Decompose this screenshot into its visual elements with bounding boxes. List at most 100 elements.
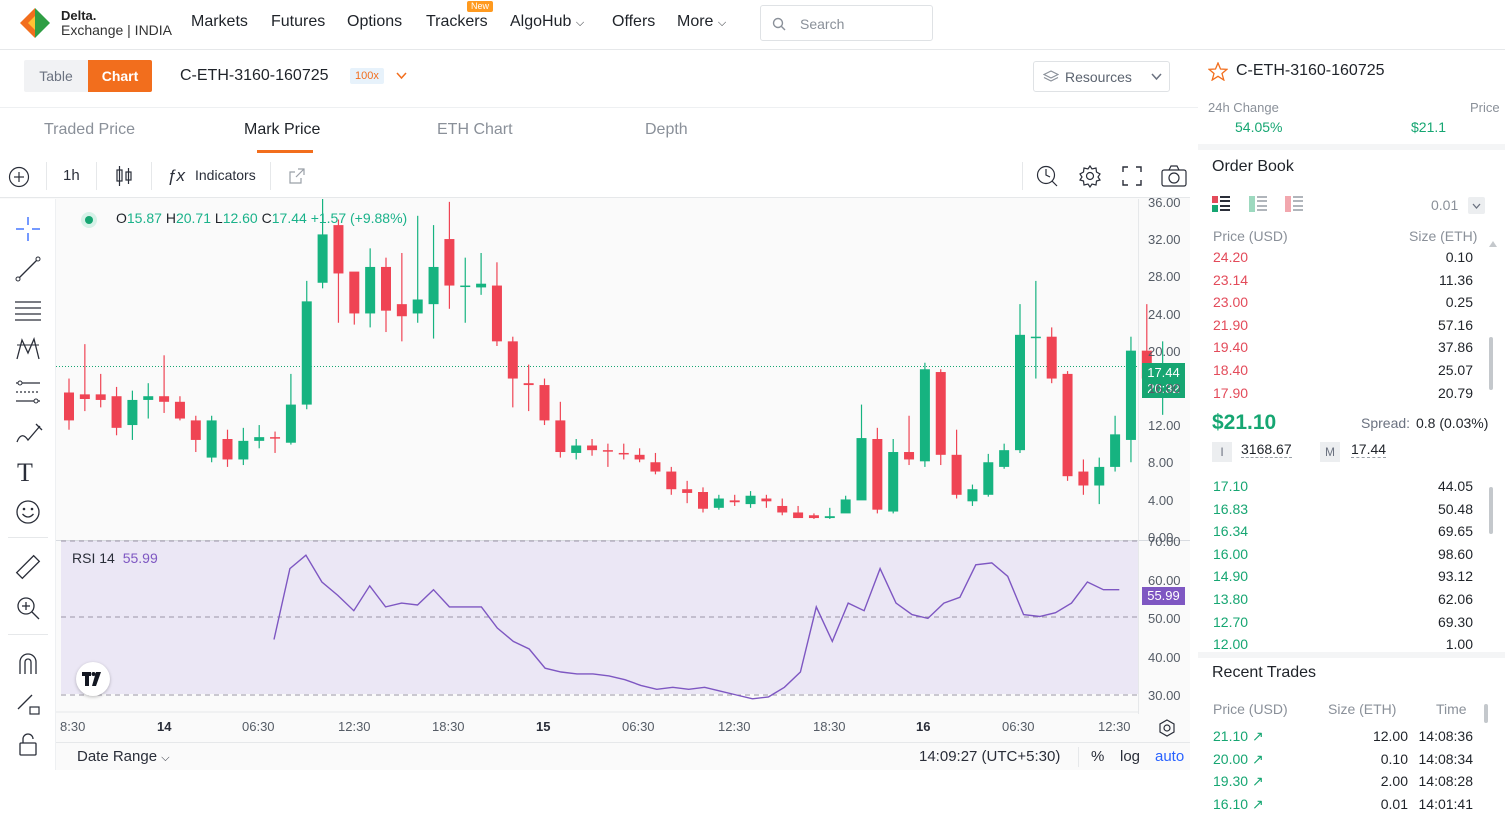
candle [1110,434,1121,467]
bid-price: 16.00 [1213,545,1249,562]
candle [301,301,312,405]
alert-clock-icon[interactable] [1035,164,1059,188]
ask-price: 17.90 [1213,384,1249,401]
axis-settings-icon[interactable] [1158,719,1176,737]
auto-scale-toggle[interactable]: auto [1155,748,1185,765]
lock-icon[interactable] [14,731,42,759]
popout-icon[interactable] [289,168,305,184]
add-symbol-icon[interactable] [8,166,30,188]
candle [381,266,391,311]
ask-size: 20.79 [1437,384,1473,401]
rsi-line [273,554,1120,700]
percent-scale-toggle[interactable]: % [1091,748,1105,765]
delta-logo-icon[interactable] [18,6,52,40]
tab-depth[interactable]: Depth [645,121,688,138]
ohlc-legend: O15.87 H20.71 L12.60 C17.44 +1.57 (+9.88… [116,210,408,226]
zoom-in-icon[interactable] [14,594,42,622]
candle [777,505,788,513]
nav-more[interactable]: More ⌵ [677,13,726,31]
chart-view-button[interactable]: Chart [88,60,152,92]
interval-button[interactable]: 1h [63,167,80,184]
symbol-selector[interactable]: C-ETH-3160-160725 [180,67,329,84]
mark-price-badge: M [1320,442,1340,462]
tick-size-dropdown[interactable] [1468,197,1485,214]
trade-price: 19.30 ↗ [1213,773,1264,790]
nav-options[interactable]: Options [347,13,403,30]
nav-trackers[interactable]: Trackers [426,13,488,30]
candle [349,271,360,314]
rsi-label: RSI 14 [72,550,115,566]
log-scale-toggle[interactable]: log [1120,748,1141,765]
candle-countdown: 20:32 [1147,381,1180,396]
time-axis-tick: 15 [536,719,551,734]
resources-dropdown[interactable]: Resources [1033,61,1170,92]
forecast-icon[interactable] [14,378,42,406]
price-pane[interactable] [56,199,1138,540]
time-axis-tick: 06:30 [242,719,275,734]
price-chart[interactable] [56,199,1190,714]
draw-lock-icon[interactable] [14,689,42,717]
candle [127,399,138,426]
nav-futures[interactable]: Futures [271,13,326,30]
chart-clock[interactable]: 14:09:27 (UTC+5:30) [919,748,1061,765]
candle [1062,373,1073,477]
camera-icon[interactable] [1161,165,1187,187]
tab-traded-price[interactable]: Traded Price [44,121,135,138]
bid-size: 98.60 [1437,545,1473,562]
date-range-label: Date Range [77,748,158,765]
indicators-button[interactable]: Indicators [195,167,256,183]
divider [1078,747,1079,767]
tab-mark-price[interactable]: Mark Price [244,121,321,138]
trades-scrollbar[interactable] [1484,704,1488,723]
arrow-up-right-icon: ↗ [1251,728,1264,744]
date-range-button[interactable]: Date Range ⌵ [77,748,170,765]
ask-size: 0.10 [1445,249,1473,265]
orderbook-bids-icon[interactable] [1249,196,1267,212]
tick-size-selector[interactable]: 0.01 [1431,197,1459,213]
time-axis-tick: 8:30 [60,719,86,734]
text-tool-icon[interactable]: T [17,458,33,487]
table-view-button[interactable]: Table [24,60,88,92]
candle [951,454,962,495]
divider [8,634,48,635]
pattern-icon[interactable] [14,335,42,363]
orderbook-both-icon[interactable] [1212,196,1230,212]
bid-price: 12.70 [1213,613,1249,630]
brand-name: Delta. [61,8,97,23]
fullscreen-icon[interactable] [1122,166,1142,186]
chevron-down-icon: ⌵ [575,17,585,29]
price-axis-tick: 4.00 [1148,492,1174,508]
orderbook-asks-icon[interactable] [1285,196,1303,212]
scroll-up-arrow[interactable] [1489,234,1497,247]
trend-line-icon[interactable] [14,255,42,283]
price-axis-tick: 16.00 [1148,381,1181,396]
ask-size: 37.86 [1437,339,1473,356]
candle [428,266,439,305]
star-icon[interactable] [1208,62,1228,81]
price-value: $21.1 [1411,119,1447,135]
candles-icon[interactable] [114,164,134,188]
last-price-tag: 17.44 20:32 [1142,363,1185,398]
chevron-down-icon[interactable] [396,72,407,80]
settings-gear-icon[interactable] [1078,164,1102,188]
crosshair-icon[interactable] [14,215,42,243]
magnet-icon[interactable] [14,650,42,678]
nav-algohub[interactable]: AlgoHub ⌵ [510,13,584,31]
candle [111,396,122,428]
candle [761,498,772,502]
candle [555,420,566,453]
time-axis-tick: 12:30 [1098,719,1131,734]
search-input[interactable]: Search [760,5,933,41]
brush-icon[interactable] [14,420,44,446]
nav-markets[interactable]: Markets [191,13,248,30]
asks-scrollbar[interactable] [1489,337,1493,390]
tab-eth-chart[interactable]: ETH Chart [437,121,513,138]
nav-offers[interactable]: Offers [612,13,656,30]
bids-scrollbar[interactable] [1489,487,1493,534]
fib-lines-icon[interactable] [14,297,42,325]
tradingview-logo-icon[interactable] [76,662,110,696]
candle [967,489,978,502]
candle [143,396,154,400]
emoji-icon[interactable] [14,498,42,526]
ruler-icon[interactable] [14,553,42,581]
